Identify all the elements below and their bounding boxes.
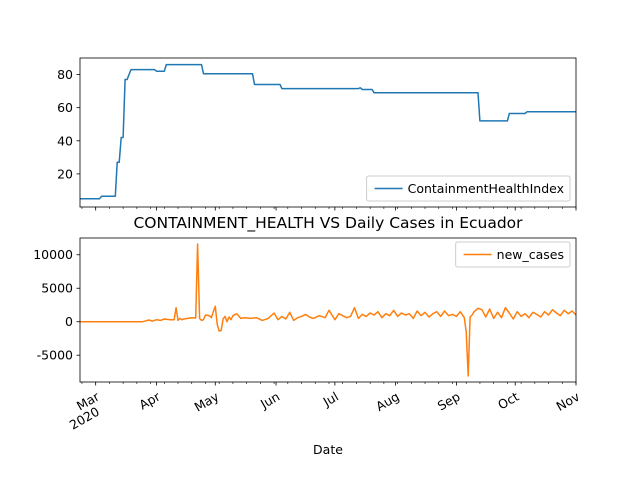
top-plot-area [80, 63, 576, 200]
x-axis-label: Date [313, 442, 343, 457]
top-legend-box [366, 175, 571, 202]
bottom-plot-area [80, 243, 577, 377]
bottom-legend-label: new_cases [497, 247, 564, 262]
top-legend-label: ContainmentHealthIndex [408, 181, 564, 196]
top-axes: 20 40 60 80 ContainmentHealthIndex [57, 57, 577, 211]
x-tick-label: Jul [320, 389, 341, 410]
chart-title: CONTAINMENT_HEALTH VS Daily Cases in Ecu… [133, 214, 523, 233]
y-tick-label: 80 [57, 67, 73, 82]
y-tick-label: 40 [57, 133, 73, 148]
y-tick-label: 10000 [33, 247, 73, 262]
y-tick-label: -5000 [37, 348, 73, 363]
bottom-legend: new_cases [455, 241, 571, 268]
top-legend: ContainmentHealthIndex [366, 175, 571, 202]
top-axes-frame [79, 57, 577, 208]
series-line-new_cases [80, 243, 577, 377]
y-tick-label: 5000 [41, 281, 73, 296]
y-tick-label: 0 [65, 314, 73, 329]
bottom-legend-box [455, 241, 571, 268]
bottom-y-ticks: -5000 0 5000 10000 [33, 247, 80, 363]
y-tick-label: 60 [57, 100, 73, 115]
series-line-ContainmentHealthIndex [80, 63, 576, 200]
top-y-ticks: 20 40 60 80 [57, 67, 80, 181]
y-tick-label: 20 [57, 166, 73, 181]
bottom-axes-frame [79, 237, 577, 383]
